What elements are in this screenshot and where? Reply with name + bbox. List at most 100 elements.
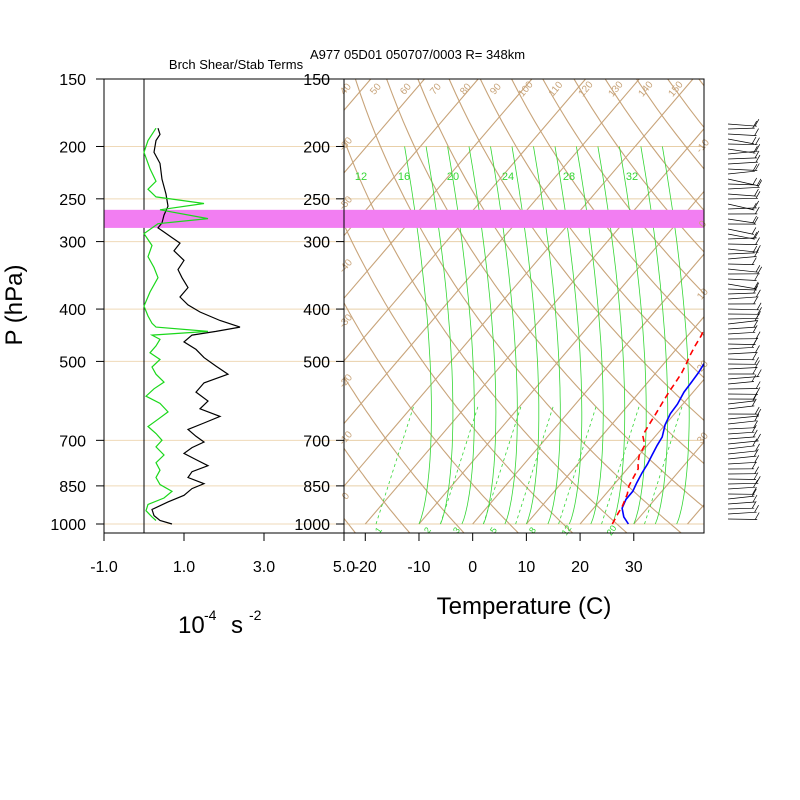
wind-barb-feather — [752, 487, 757, 495]
wind-barb-shaft — [727, 331, 756, 335]
wind-barb-shaft — [727, 263, 755, 265]
wind-barb-feather — [757, 307, 762, 315]
wind-barb-shaft — [727, 127, 755, 130]
skewt-background-lines — [344, 79, 704, 533]
wind-barb-shaft — [727, 168, 758, 171]
wind-barb-shaft — [727, 478, 757, 480]
skewt-panel-frame — [343, 78, 705, 534]
moist-adiabat-label: 16 — [398, 171, 410, 183]
wind-barb-shaft — [727, 482, 759, 485]
wind-barb-shaft — [727, 197, 759, 200]
isotherm-label: 0 — [697, 218, 709, 230]
wind-barb-feather — [753, 296, 758, 305]
wind-barb-feather — [751, 257, 757, 265]
left-y-tick-label: 150 — [59, 72, 86, 89]
wind-barb-feather — [754, 466, 760, 474]
left-y-tick-label: 400 — [59, 302, 86, 319]
wind-barb-shaft — [727, 296, 759, 300]
wind-barb-shaft — [727, 445, 755, 450]
wind-barb-feather — [754, 119, 760, 127]
wind-barb-shaft — [727, 381, 755, 385]
wind-barb-shaft — [727, 143, 758, 146]
mixing-ratio-line — [558, 404, 598, 525]
dry-adiabat-line — [344, 375, 465, 533]
dry-adiabat-line — [354, 79, 683, 533]
wind-barb-shaft — [727, 256, 757, 260]
left-x-tick-label: 5.0 — [333, 559, 355, 576]
skewt-y-tick-label: 250 — [303, 192, 330, 209]
left-x-tick-label: 1.0 — [173, 559, 195, 576]
skewt-y-tick-label: 200 — [303, 139, 330, 156]
left-x-axis-title: 10 -4 s -2 — [178, 607, 262, 639]
wind-barb-shaft — [727, 218, 755, 224]
wind-barb-feather — [754, 206, 760, 215]
wind-barb-feather — [755, 137, 760, 145]
isotherm-line — [344, 79, 694, 488]
dry-adiabat-line — [479, 79, 704, 379]
wind-barb-feather — [752, 366, 758, 375]
left-x-axis-unit: s — [231, 612, 243, 639]
wind-barb-shaft — [727, 207, 757, 210]
isotherm-line — [472, 253, 704, 525]
wind-barb-shaft — [727, 501, 756, 505]
wind-barb-feather — [754, 128, 759, 136]
left-y-tick-label: 700 — [59, 433, 86, 450]
wind-barb-feather — [755, 331, 761, 339]
dry-adiabat-line — [344, 137, 628, 533]
isotherm-line — [344, 79, 479, 237]
wind-barb-feather — [754, 455, 760, 463]
left-panel-title: Brch Shear/Stab Terms — [169, 57, 304, 72]
wind-barb-feather — [751, 340, 757, 348]
wind-barb-feather — [754, 150, 760, 159]
wind-barb-shaft — [727, 123, 757, 127]
mixing-ratio-label: 3 — [451, 525, 462, 535]
wind-barb-feather — [753, 448, 759, 457]
dry-adiabat-line — [542, 79, 704, 295]
wind-barb-shaft — [727, 308, 760, 311]
wind-barb-shaft — [727, 320, 758, 325]
figure-title: A977 05D01 050707/0003 R= 348km — [310, 47, 525, 62]
wind-barb-feather — [757, 266, 763, 274]
moist-adiabat-label: 28 — [563, 171, 575, 183]
wind-barb-shaft — [727, 133, 757, 136]
wind-barbs-column — [727, 119, 763, 520]
wind-barb-feather — [754, 282, 760, 291]
wind-barb-shaft — [727, 511, 757, 515]
moist-adiabat-line — [447, 146, 475, 525]
skewt-x-tick-label: 10 — [517, 559, 535, 576]
isotherm-line — [344, 79, 640, 425]
wind-barb-shaft — [727, 405, 755, 410]
wind-barb-feather — [754, 249, 759, 257]
wind-barb-shaft — [727, 203, 755, 211]
wind-barb-shaft — [727, 440, 759, 445]
wind-barb-feather — [755, 360, 760, 368]
wind-barb-shaft — [727, 278, 757, 281]
dry-adiabat-line — [344, 301, 520, 533]
moist-adiabat-line — [404, 146, 432, 525]
wind-barb-feather — [751, 501, 757, 509]
isotherm-line — [344, 79, 586, 362]
wind-barb-feather — [756, 178, 762, 187]
wind-barb-feather — [754, 512, 760, 520]
wind-barb-feather — [755, 476, 761, 484]
mixing-ratio-label: 20 — [605, 523, 619, 537]
wind-barb-feather — [751, 136, 757, 145]
wind-barb-feather — [752, 438, 758, 446]
wind-barb-shaft — [727, 237, 757, 240]
wind-barb-feather — [755, 191, 761, 199]
moist-adiabat-label: 24 — [502, 171, 514, 183]
isotherm-line — [579, 378, 704, 525]
wind-barb-feather — [756, 289, 761, 297]
skewt-x-tick-label: 0 — [468, 559, 477, 576]
wind-barb-feather — [753, 319, 759, 328]
moist-adiabat-line — [425, 146, 454, 525]
mixing-ratio-line — [515, 404, 555, 525]
skewt-y-tick-label: 1000 — [294, 517, 330, 534]
moist-adiabat-line — [490, 146, 518, 525]
skewt-y-tick-label: 700 — [303, 433, 330, 450]
left-y-tick-label: 850 — [59, 479, 86, 496]
isotherm-label: 0 — [340, 490, 352, 502]
mixing-ratio-label: 5 — [488, 525, 499, 535]
skewt-y-tick-label: 400 — [303, 302, 330, 319]
